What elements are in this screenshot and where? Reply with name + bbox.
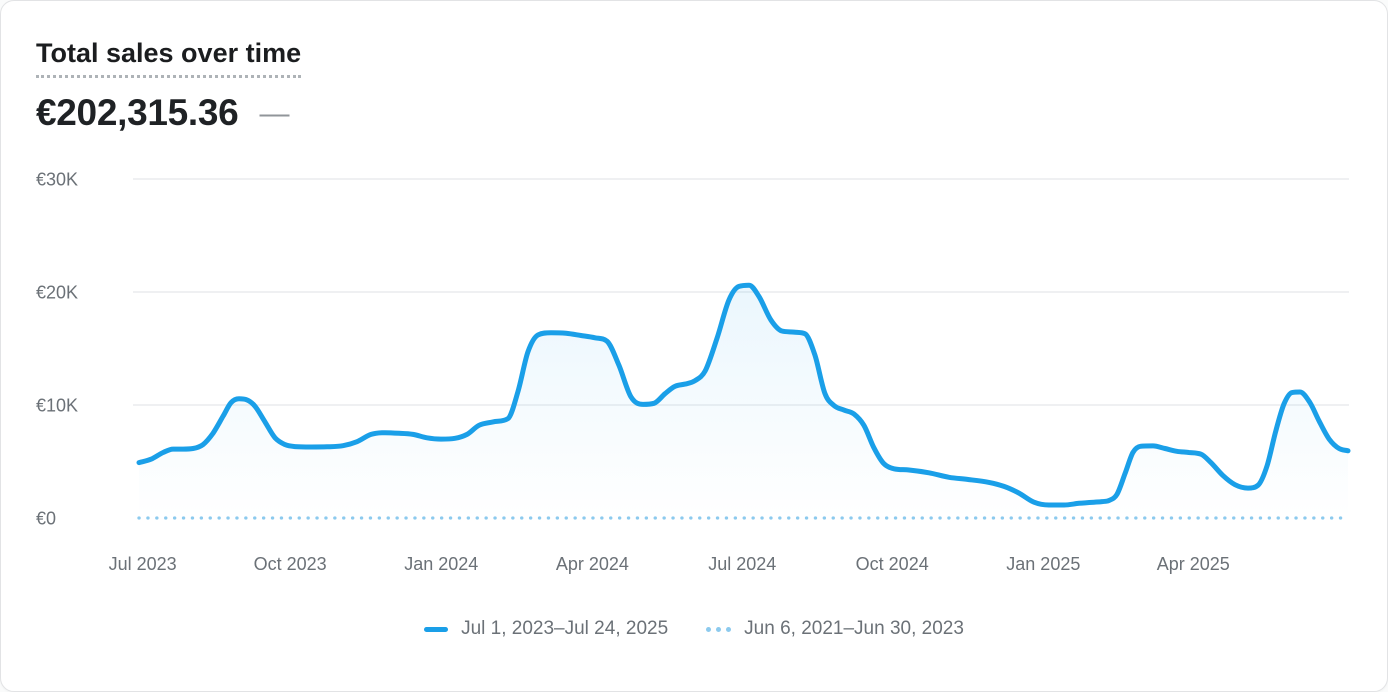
- y-axis-label: €20K: [36, 283, 78, 303]
- x-axis-label: Jan 2025: [1006, 554, 1080, 574]
- solid-line-swatch-icon: [424, 626, 449, 632]
- x-axis-label: Oct 2023: [254, 554, 327, 574]
- metric-change-indicator: —: [259, 96, 290, 130]
- card-header: Total sales over time €202,315.36 —: [36, 37, 302, 134]
- x-axis-label: Apr 2025: [1157, 554, 1230, 574]
- x-axis-label: Jan 2024: [404, 554, 478, 574]
- y-axis-label: €0: [36, 509, 56, 529]
- x-axis-label: Jul 2024: [708, 554, 776, 574]
- y-axis-label: €30K: [36, 170, 78, 190]
- legend-item-current-period: Jul 1, 2023–Jul 24, 2025: [424, 618, 668, 640]
- current-period-line: [136, 282, 1351, 508]
- metric-value: €202,315.36: [36, 92, 239, 134]
- legend-label-previous-period: Jun 6, 2021–Jun 30, 2023: [744, 618, 964, 639]
- metric-title[interactable]: Total sales over time: [36, 37, 302, 79]
- area-fill: [139, 285, 1348, 518]
- metric-value-row: €202,315.36 —: [36, 93, 301, 134]
- dotted-line-swatch-icon: [706, 626, 732, 632]
- x-axis-label: Jul 2023: [109, 554, 177, 574]
- legend-item-previous-period: Jun 6, 2021–Jun 30, 2023: [706, 618, 964, 640]
- legend-label-current-period: Jul 1, 2023–Jul 24, 2025: [461, 618, 669, 639]
- x-axis-label: Apr 2024: [556, 554, 629, 574]
- chart-legend: Jul 1, 2023–Jul 24, 2025 Jun 6, 2021–Jun…: [1, 618, 1387, 640]
- y-axis-label: €10K: [36, 396, 78, 416]
- x-axis-label: Oct 2024: [856, 554, 929, 574]
